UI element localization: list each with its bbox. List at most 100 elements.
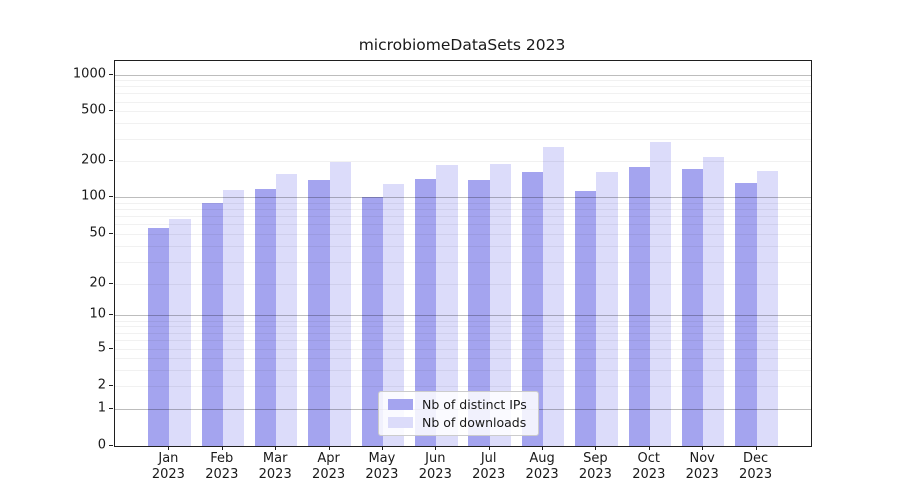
gridline-minor-30	[115, 261, 811, 263]
bar-nb-of-distinct-ips-dec-2023	[735, 183, 757, 446]
bar-nb-of-distinct-ips-feb-2023	[201, 202, 223, 446]
gridline-minor-90	[115, 202, 811, 204]
x-tick-label-jul-2023: Jul 2023	[472, 451, 506, 482]
x-tick-label-nov-2023: Nov 2023	[685, 451, 719, 482]
gridline-minor-6	[115, 340, 811, 342]
bar-nb-of-downloads-jun-2023	[436, 164, 458, 446]
gridline-minor-50	[115, 234, 811, 235]
x-tick-label-may-2023: May 2023	[365, 451, 399, 482]
y-tick-label-5: 5	[97, 340, 106, 356]
gridline-minor-800	[115, 86, 811, 88]
gridline-minor-500	[115, 111, 811, 112]
gridline-minor-900	[115, 80, 811, 82]
x-tickmark-oct-2023	[648, 446, 650, 450]
y-tickmark-50	[109, 233, 113, 234]
y-tick-label-20: 20	[89, 275, 106, 290]
y-tickmark-1	[109, 407, 113, 409]
x-tickmark-aug-2023	[542, 446, 544, 450]
x-tickmark-mar-2023	[275, 446, 277, 450]
legend-label-distinct-ips: Nb of distinct IPs	[422, 397, 527, 412]
gridline-minor-7	[115, 332, 811, 334]
bar-nb-of-distinct-ips-jun-2023	[415, 178, 437, 446]
x-tick-label-feb-2023: Feb 2023	[205, 451, 239, 482]
bar-nb-of-downloads-feb-2023	[222, 189, 245, 446]
bar-nb-of-distinct-ips-apr-2023	[308, 180, 330, 446]
y-tick-label-100: 100	[81, 188, 106, 204]
x-tick-label-jun-2023: Jun 2023	[418, 451, 452, 482]
y-tick-label-2: 2	[97, 377, 106, 393]
y-tickmark-200	[109, 159, 113, 161]
gridline-major-1000	[115, 74, 811, 76]
bar-nb-of-distinct-ips-may-2023	[361, 196, 383, 446]
y-tickmark-20	[109, 282, 113, 284]
y-tick-label-10: 10	[89, 306, 106, 322]
x-tick-label-apr-2023: Apr 2023	[312, 451, 346, 482]
x-tickmark-nov-2023	[702, 446, 704, 450]
gridline-major-10	[115, 315, 811, 317]
gridline-minor-200	[115, 160, 811, 162]
gridline-minor-70	[115, 216, 811, 218]
y-tickmark-100	[109, 196, 113, 198]
y-tickmark-500	[109, 110, 113, 111]
x-tick-label-mar-2023: Mar 2023	[258, 451, 292, 482]
gridline-minor-600	[115, 101, 811, 103]
bar-nb-of-downloads-mar-2023	[276, 173, 298, 446]
y-tickmark-2	[109, 385, 113, 387]
chart-title: microbiomeDataSets 2023	[358, 36, 566, 54]
gridline-minor-4	[115, 358, 811, 360]
y-tickmark-10	[109, 314, 113, 316]
bar-nb-of-distinct-ips-nov-2023	[681, 169, 704, 446]
gridline-minor-700	[115, 93, 811, 95]
bar-nb-of-distinct-ips-jan-2023	[148, 228, 170, 446]
gridline-major-100	[115, 197, 811, 199]
bar-nb-of-downloads-may-2023	[382, 183, 405, 446]
x-tickmark-dec-2023	[755, 446, 757, 450]
gridline-minor-60	[115, 224, 811, 226]
bar-nb-of-distinct-ips-jul-2023	[468, 179, 490, 446]
bar-nb-of-distinct-ips-mar-2023	[254, 189, 277, 446]
x-tickmark-may-2023	[381, 446, 383, 450]
y-tickmark-1000	[109, 73, 113, 75]
bar-nb-of-downloads-sep-2023	[596, 171, 618, 446]
legend-swatch-downloads	[388, 417, 413, 428]
x-tickmark-jan-2023	[168, 446, 170, 450]
x-tick-label-oct-2023: Oct 2023	[632, 451, 666, 482]
x-tick-label-jan-2023: Jan 2023	[151, 451, 185, 482]
gridline-minor-8	[115, 326, 811, 328]
bar-nb-of-distinct-ips-oct-2023	[628, 166, 650, 446]
gridline-minor-5	[115, 349, 811, 351]
bar-nb-of-distinct-ips-aug-2023	[521, 171, 544, 446]
gridline-minor-3	[115, 369, 811, 371]
y-tick-label-1: 1	[97, 400, 106, 416]
gridline-minor-80	[115, 209, 811, 211]
plot-area	[114, 60, 812, 447]
bar-nb-of-downloads-dec-2023	[756, 170, 778, 446]
x-tickmark-apr-2023	[328, 446, 330, 450]
y-tick-label-50: 50	[89, 225, 106, 241]
bar-nb-of-downloads-apr-2023	[329, 161, 351, 446]
bar-nb-of-downloads-jan-2023	[169, 218, 191, 446]
bar-nb-of-downloads-aug-2023	[543, 146, 565, 446]
x-tickmark-jul-2023	[488, 446, 490, 450]
x-tick-label-aug-2023: Aug 2023	[525, 451, 559, 482]
gridline-minor-300	[115, 138, 811, 140]
y-tick-label-1000: 1000	[72, 66, 106, 82]
gridline-minor-2	[115, 386, 811, 388]
bar-nb-of-downloads-nov-2023	[703, 157, 725, 446]
bar-nb-of-downloads-jul-2023	[489, 163, 511, 446]
gridline-minor-400	[115, 123, 811, 125]
bar-nb-of-downloads-oct-2023	[649, 141, 672, 446]
y-tick-label-500: 500	[81, 102, 106, 118]
x-tickmark-sep-2023	[595, 446, 597, 450]
gridline-minor-40	[115, 246, 811, 248]
legend: Nb of distinct IPs Nb of downloads	[378, 391, 539, 436]
y-tickmark-0	[109, 445, 113, 446]
legend-label-downloads: Nb of downloads	[422, 415, 527, 430]
gridline-minor-9	[115, 320, 811, 322]
bar-nb-of-distinct-ips-sep-2023	[575, 190, 597, 446]
legend-swatch-distinct-ips	[388, 399, 413, 410]
x-tickmark-feb-2023	[221, 446, 223, 450]
x-tick-label-sep-2023: Sep 2023	[578, 451, 612, 482]
x-tickmark-jun-2023	[435, 446, 437, 450]
